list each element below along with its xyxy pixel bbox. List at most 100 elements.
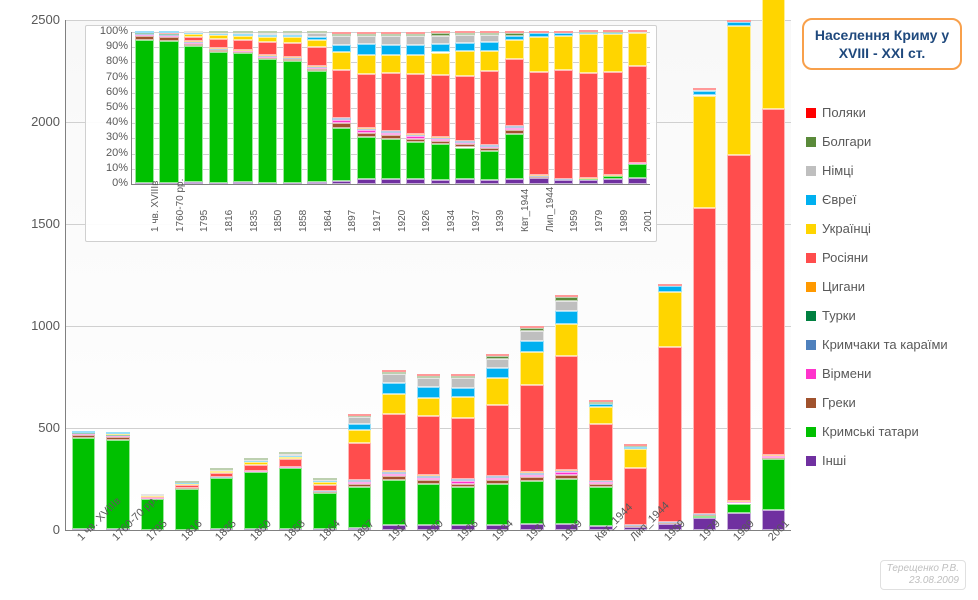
inset-bar-segment (332, 32, 351, 34)
inset-y-tick-label: 0% (88, 177, 128, 189)
bar-segment (451, 378, 474, 387)
inset-bar-segment (184, 182, 203, 184)
bar-segment (451, 388, 474, 398)
inset-bar-segment (628, 30, 647, 32)
y-tick-label: 1000 (5, 318, 60, 333)
legend-swatch (806, 108, 816, 118)
inset-bar-segment (431, 180, 450, 184)
inset-bar-segment (135, 40, 154, 183)
chart-title: Населення Криму у XVIII - XXI ст. (802, 18, 962, 70)
bar-segment (555, 356, 578, 470)
inset-bar-segment (357, 32, 376, 34)
inset-bar-segment (505, 130, 524, 134)
bar-segment (106, 437, 129, 439)
inset-bar-segment (357, 179, 376, 184)
inset-chart: 0%10%20%30%40%50%60%70%80%90%100% 1 чв. … (85, 25, 657, 242)
legend-item: Кримські татари (800, 424, 970, 439)
inset-bar-segment (258, 35, 277, 37)
inset-bar-segment (283, 43, 302, 57)
inset-bar-segment (381, 179, 400, 184)
inset-bar-segment (357, 133, 376, 137)
inset-y-tick-label: 90% (88, 40, 128, 52)
inset-bar-segment (455, 179, 474, 184)
bar-segment (693, 91, 716, 96)
bar-segment (486, 405, 509, 476)
inset-bar-group (381, 32, 400, 184)
legend-swatch (806, 427, 816, 437)
author-date: 23.08.2009 (909, 575, 959, 586)
bar-segment (106, 432, 129, 434)
bar-segment (382, 476, 405, 480)
legend-swatch (806, 398, 816, 408)
inset-bar-segment (480, 148, 499, 151)
bar-segment (451, 374, 474, 376)
inset-bar-group (431, 32, 450, 184)
inset-x-tick-label: 1959 (569, 210, 580, 232)
inset-bar-segment (258, 59, 277, 183)
inset-bar-segment (184, 37, 203, 42)
inset-bar-segment (233, 36, 252, 40)
bar-segment (520, 385, 543, 473)
bar-segment (417, 476, 440, 478)
inset-bar-segment (357, 128, 376, 130)
inset-bar-segment (307, 31, 326, 33)
legend-label: Турки (822, 308, 856, 323)
bar-segment (762, 0, 785, 109)
bar-segment (382, 474, 405, 476)
inset-bar-segment (529, 33, 548, 37)
inset-x-tick-label: 1920 (397, 210, 408, 232)
inset-bar-segment (381, 135, 400, 139)
bar-segment (727, 20, 750, 22)
bar-segment (451, 397, 474, 417)
inset-bar-segment (554, 31, 573, 33)
inset-bar-segment (283, 35, 302, 37)
inset-y-tick-label: 50% (88, 101, 128, 113)
inset-bar-segment (159, 41, 178, 183)
bar-segment (417, 376, 440, 378)
author-name: Терещенко Р.В. (887, 563, 959, 574)
inset-bar-segment (579, 180, 598, 184)
inset-bar-group (233, 32, 252, 184)
bar-segment (210, 468, 233, 470)
bar-segment (762, 456, 785, 458)
inset-x-tick-label: 1897 (347, 210, 358, 232)
inset-bar-group (505, 32, 524, 184)
inset-bar-segment (209, 31, 228, 33)
bar-segment (555, 479, 578, 524)
bar-segment (348, 417, 371, 424)
bar-segment (451, 376, 474, 378)
bar-segment (382, 383, 405, 394)
inset-bar-segment (357, 55, 376, 74)
bar-segment (555, 301, 578, 312)
legend-label: Німці (822, 163, 854, 178)
inset-bar-segment (381, 133, 400, 135)
inset-bar-segment (406, 136, 425, 138)
inset-bar-segment (579, 73, 598, 178)
legend-item: Турки (800, 308, 970, 323)
bar-segment (624, 449, 647, 468)
inset-bar-segment (431, 75, 450, 137)
inset-bar-group (258, 32, 277, 184)
inset-bar-group (628, 32, 647, 184)
bar-segment (72, 435, 95, 437)
inset-bar-group (332, 32, 351, 184)
bar-segment (382, 370, 405, 372)
inset-bar-segment (381, 139, 400, 179)
bar-segment (555, 297, 578, 300)
inset-bar-segment (233, 53, 252, 182)
bar-segment (486, 378, 509, 405)
inset-bar-segment (406, 74, 425, 134)
inset-bar-segment (307, 182, 326, 184)
inset-bar-segment (184, 34, 203, 37)
legend-swatch (806, 340, 816, 350)
inset-bar-segment (455, 148, 474, 180)
bar-segment (589, 407, 612, 423)
inset-bar-group (283, 32, 302, 184)
inset-bar-segment (505, 36, 524, 40)
y-tick-label: 500 (5, 420, 60, 435)
inset-bar-segment (431, 53, 450, 76)
inset-y-tick-label: 20% (88, 147, 128, 159)
inset-bar-segment (406, 139, 425, 143)
legend-swatch (806, 311, 816, 321)
legend-label: Кримчаки та караїми (822, 337, 948, 352)
